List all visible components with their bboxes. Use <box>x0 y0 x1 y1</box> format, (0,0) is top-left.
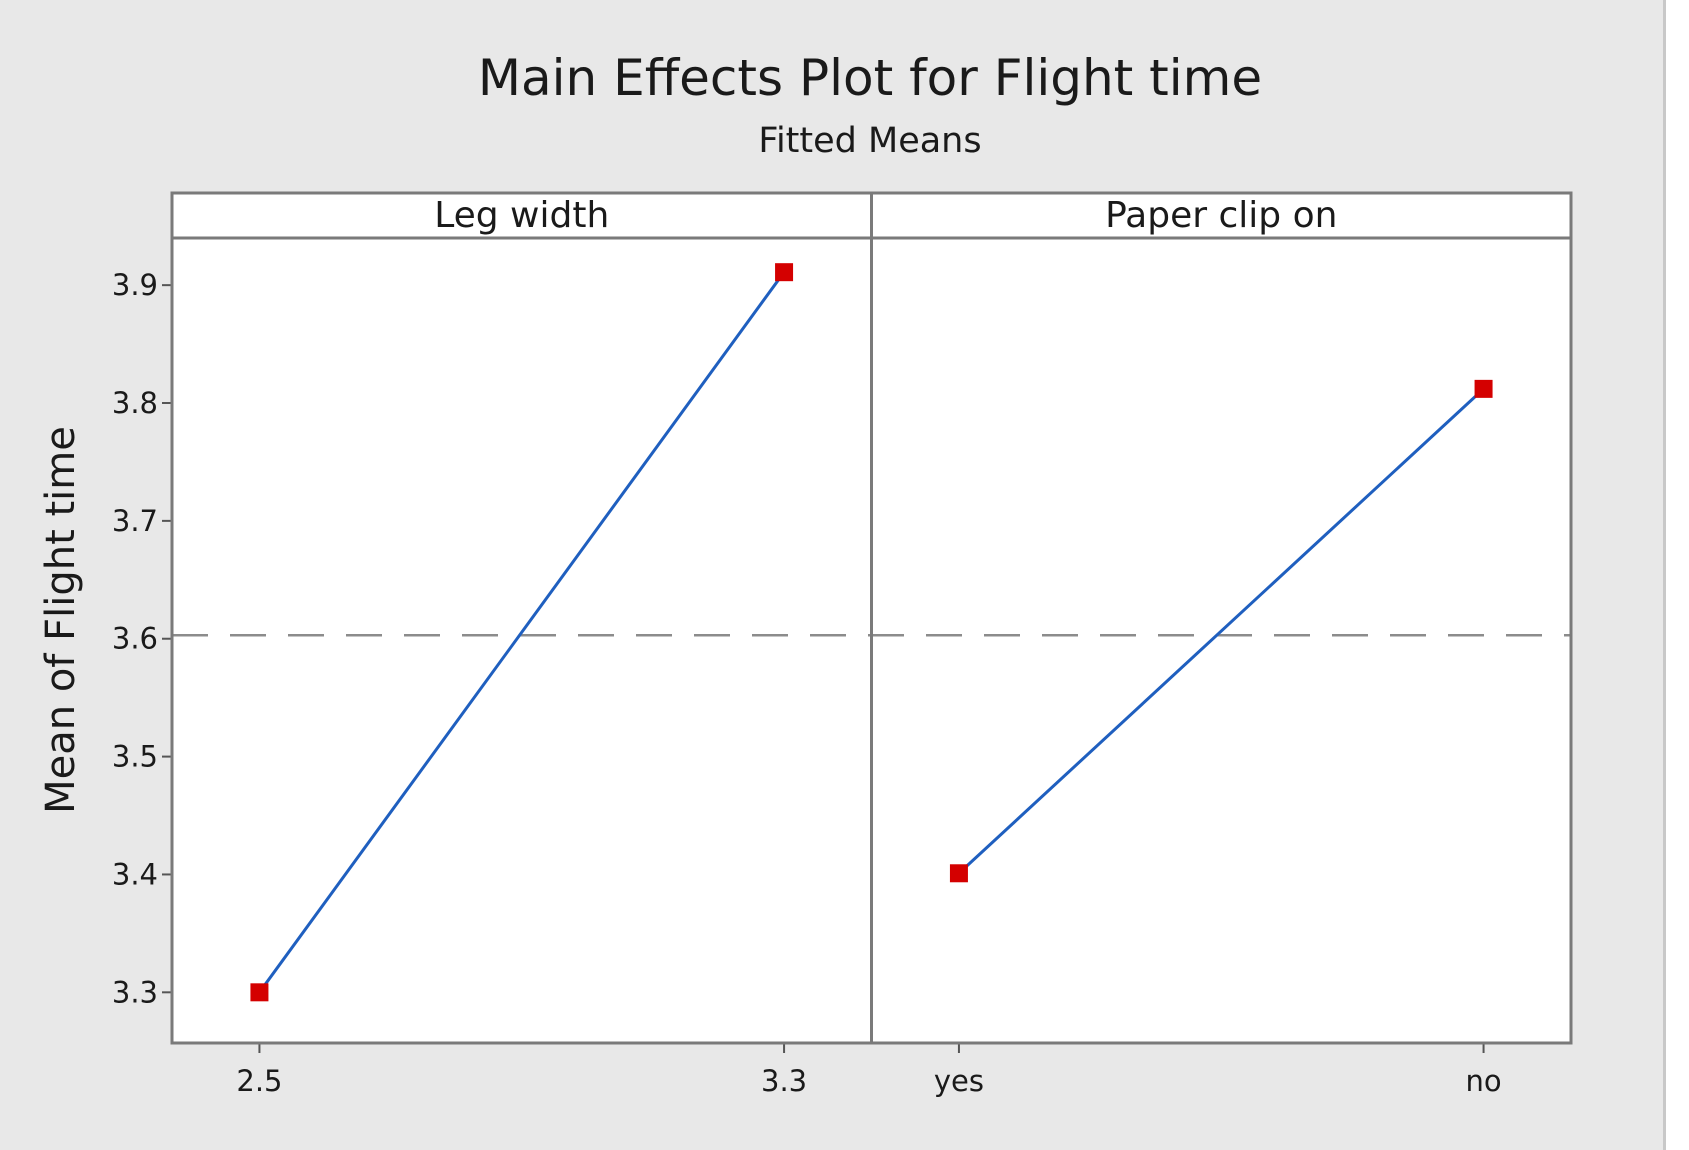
series-line-1 <box>258 271 786 994</box>
y-tick-label-3.4: 3.4 <box>112 857 158 891</box>
panel-2-background <box>871 238 1571 1043</box>
y-tick-label-3.5: 3.5 <box>112 740 158 774</box>
y-tick-label-3.9: 3.9 <box>112 268 158 302</box>
x-tick-label-2.5: 2.5 <box>236 1064 282 1098</box>
plot-area: Leg width Paper clip on 3.3 3.4 3.5 3.6 3.7 3.8… <box>112 191 1573 1098</box>
x-tick-label-3.3: 3.3 <box>761 1064 807 1098</box>
chart-title: Main Effects Plot for Flight time <box>478 49 1262 107</box>
panel-1-background <box>172 238 872 1043</box>
data-point-1-1 <box>250 983 269 1002</box>
panel-2-header <box>871 193 1571 238</box>
y-axis-label: Mean of Flight time <box>38 426 84 814</box>
series-line-2 <box>957 387 1485 875</box>
y-tick-label-3.3: 3.3 <box>112 975 158 1009</box>
x-tick-label-no: no <box>1466 1064 1502 1098</box>
data-point-2-1 <box>949 864 968 883</box>
y-tick-label-3.6: 3.6 <box>112 622 158 656</box>
panel-1-label: Leg width <box>434 195 609 236</box>
data-point-1-2 <box>775 263 794 282</box>
panel-2-label: Paper clip on <box>1105 195 1337 236</box>
panel-1-header <box>172 193 872 238</box>
y-tick-label-3.7: 3.7 <box>112 504 158 538</box>
chart-subtitle: Fitted Means <box>758 121 981 161</box>
data-point-2-2 <box>1474 379 1493 398</box>
x-tick-label-yes: yes <box>934 1064 984 1098</box>
y-tick-label-3.8: 3.8 <box>112 386 158 420</box>
